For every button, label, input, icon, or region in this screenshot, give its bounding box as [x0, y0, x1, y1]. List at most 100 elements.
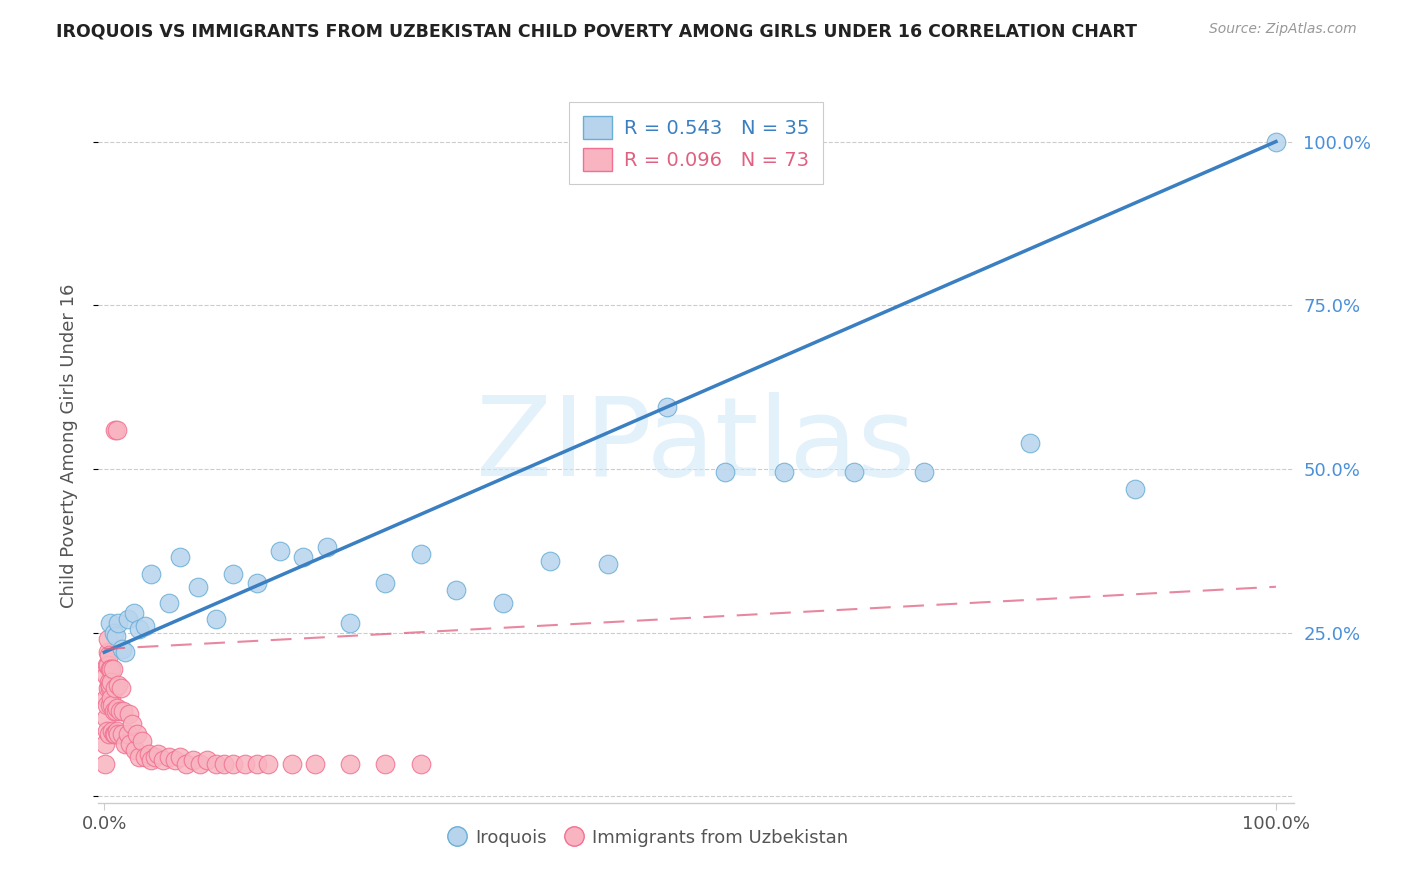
- Point: [98, 698, 121, 712]
- Point: [163, 753, 186, 767]
- Point: [105, 629, 128, 643]
- Point: [134, 619, 156, 633]
- Point: [212, 756, 235, 771]
- Point: [104, 681, 127, 696]
- Point: [773, 465, 796, 479]
- Point: [98, 681, 121, 696]
- Point: [105, 423, 128, 437]
- Point: [304, 756, 326, 771]
- Point: [122, 606, 145, 620]
- Text: Source: ZipAtlas.com: Source: ZipAtlas.com: [1209, 22, 1357, 37]
- Point: [107, 727, 129, 741]
- Point: [94, 756, 117, 771]
- Point: [844, 465, 866, 479]
- Point: [183, 753, 205, 767]
- Point: [409, 756, 432, 771]
- Point: [190, 756, 212, 771]
- Point: [187, 580, 209, 594]
- Point: [246, 756, 269, 771]
- Point: [114, 737, 136, 751]
- Y-axis label: Child Poverty Among Girls Under 16: Child Poverty Among Girls Under 16: [59, 284, 77, 608]
- Point: [108, 704, 131, 718]
- Point: [118, 707, 141, 722]
- Point: [233, 756, 256, 771]
- Point: [222, 756, 245, 771]
- Point: [914, 465, 936, 479]
- Point: [157, 596, 180, 610]
- Point: [1125, 482, 1147, 496]
- Point: [112, 704, 135, 718]
- Point: [96, 723, 118, 738]
- Point: [120, 737, 141, 751]
- Point: [339, 615, 361, 630]
- Point: [128, 623, 150, 637]
- Point: [94, 691, 117, 706]
- Point: [98, 662, 121, 676]
- Point: [103, 704, 125, 718]
- Point: [138, 747, 160, 761]
- Point: [97, 632, 120, 647]
- Point: [114, 645, 136, 659]
- Point: [121, 717, 143, 731]
- Point: [110, 681, 132, 696]
- Point: [100, 674, 122, 689]
- Point: [98, 678, 122, 692]
- Point: [316, 541, 339, 555]
- Point: [111, 642, 134, 657]
- Point: [1019, 435, 1042, 450]
- Point: [176, 756, 198, 771]
- Point: [409, 547, 432, 561]
- Point: [103, 727, 125, 741]
- Point: [117, 612, 139, 626]
- Point: [101, 698, 124, 712]
- Point: [98, 615, 121, 630]
- Point: [94, 737, 117, 751]
- Point: [169, 750, 191, 764]
- Point: [107, 678, 129, 692]
- Point: [339, 756, 361, 771]
- Point: [374, 576, 396, 591]
- Point: [107, 615, 129, 630]
- Point: [257, 756, 280, 771]
- Point: [96, 658, 118, 673]
- Point: [374, 756, 396, 771]
- Point: [169, 550, 191, 565]
- Point: [124, 743, 146, 757]
- Text: IROQUOIS VS IMMIGRANTS FROM UZBEKISTAN CHILD POVERTY AMONG GIRLS UNDER 16 CORREL: IROQUOIS VS IMMIGRANTS FROM UZBEKISTAN C…: [56, 22, 1137, 40]
- Point: [292, 550, 315, 565]
- Point: [128, 750, 150, 764]
- Point: [246, 576, 269, 591]
- Point: [655, 400, 678, 414]
- Point: [1265, 135, 1288, 149]
- Point: [94, 711, 117, 725]
- Point: [105, 704, 128, 718]
- Point: [100, 691, 122, 706]
- Point: [143, 750, 166, 764]
- Point: [269, 543, 291, 558]
- Point: [117, 727, 139, 741]
- Point: [105, 723, 128, 738]
- Point: [127, 727, 149, 741]
- Point: [197, 753, 219, 767]
- Point: [96, 668, 118, 682]
- Point: [104, 727, 127, 741]
- Point: [157, 750, 180, 764]
- Point: [96, 698, 118, 712]
- Point: [204, 612, 226, 626]
- Point: [101, 723, 124, 738]
- Point: [141, 566, 163, 581]
- Point: [104, 423, 127, 437]
- Point: [538, 553, 561, 567]
- Point: [714, 465, 737, 479]
- Point: [131, 733, 153, 747]
- Point: [100, 662, 122, 676]
- Point: [134, 750, 156, 764]
- Point: [101, 662, 124, 676]
- Legend: Iroquois, Immigrants from Uzbekistan: Iroquois, Immigrants from Uzbekistan: [441, 822, 855, 855]
- Point: [492, 596, 515, 610]
- Point: [281, 756, 304, 771]
- Point: [598, 557, 620, 571]
- Point: [148, 747, 170, 761]
- Point: [141, 753, 163, 767]
- Point: [111, 727, 134, 741]
